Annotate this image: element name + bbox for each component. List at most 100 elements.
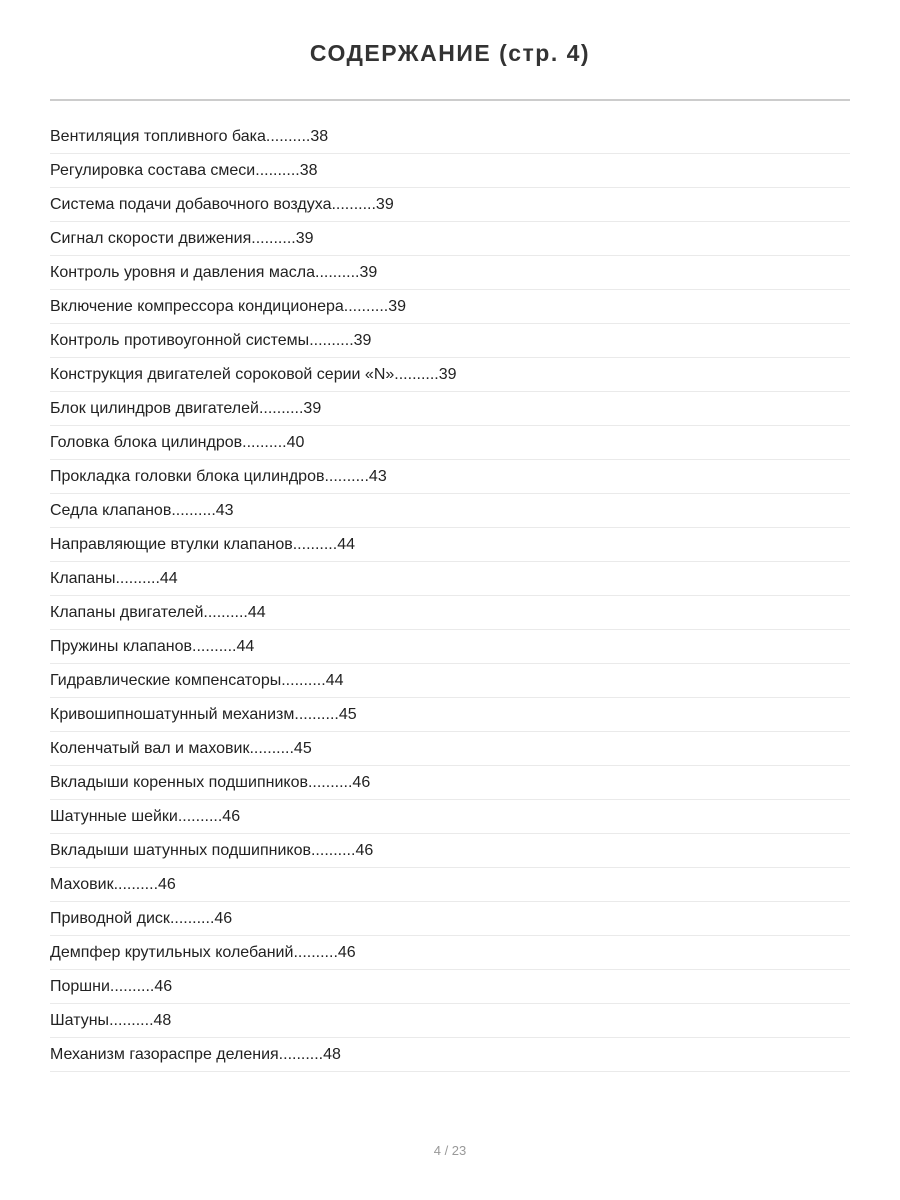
toc-leader: .......... (169, 910, 215, 927)
toc-entry-title: Демпфер крутильных колебаний (50, 944, 294, 961)
toc-entry[interactable]: Демпфер крутильных колебаний..........46 (50, 936, 850, 970)
toc-entry-page: 44 (247, 604, 266, 621)
toc-leader: .......... (324, 468, 369, 485)
toc-leader: .......... (192, 638, 237, 655)
toc-entry-title: Маховик (50, 876, 114, 893)
toc-entry-title: Шатуны (50, 1012, 110, 1029)
toc-leader: .......... (242, 434, 287, 451)
toc-leader: .......... (258, 400, 304, 417)
toc-entry[interactable]: Контроль противоугонной системы.........… (50, 324, 850, 358)
toc-entry-title: Клапаны двигателей (50, 604, 204, 621)
toc-entry[interactable]: Клапаны двигателей..........44 (50, 596, 850, 630)
toc-entry-title: Блок цилиндров двигателей (50, 400, 259, 417)
toc-leader: .......... (115, 570, 160, 587)
toc-entry-page: 38 (299, 162, 318, 179)
toc-entry-title: Контроль противоугонной системы (50, 332, 310, 349)
toc-entry[interactable]: Клапаны..........44 (50, 562, 850, 596)
toc-leader: .......... (251, 230, 296, 247)
toc-entry-title: Приводной диск (50, 910, 170, 927)
toc-entry[interactable]: Шатунные шейки..........46 (50, 800, 850, 834)
toc-entry[interactable]: Включение компрессора кондиционера......… (50, 290, 850, 324)
toc-leader: .......... (113, 876, 159, 893)
toc-entry[interactable]: Головка блока цилиндров..........40 (50, 426, 850, 460)
toc-entry-page: 46 (214, 910, 233, 927)
toc-entry-page: 45 (293, 740, 312, 757)
toc-entry[interactable]: Вкладыши коренных подшипников..........4… (50, 766, 850, 800)
toc-entry-page: 46 (154, 978, 173, 995)
toc-entry-page: 48 (153, 1012, 172, 1029)
toc-entry[interactable]: Коленчатый вал и маховик..........45 (50, 732, 850, 766)
toc-entry-title: Головка блока цилиндров (50, 434, 243, 451)
toc-entry-title: Гидравлические компенсаторы (50, 672, 282, 689)
toc-leader: .......... (177, 808, 223, 825)
toc-entry-title: Прокладка головки блока цилиндров (50, 468, 325, 485)
toc-entry[interactable]: Система подачи добавочного воздуха......… (50, 188, 850, 222)
toc-entry-title: Включение компрессора кондиционера (50, 298, 344, 315)
toc-entry-title: Седла клапанов (50, 502, 172, 519)
toc-entry[interactable]: Гидравлические компенсаторы..........44 (50, 664, 850, 698)
toc-entry[interactable]: Блок цилиндров двигателей..........39 (50, 392, 850, 426)
toc-entry[interactable]: Пружины клапанов..........44 (50, 630, 850, 664)
toc-leader: .......... (292, 536, 338, 553)
toc-entry[interactable]: Поршни..........46 (50, 970, 850, 1004)
toc-entry-page: 39 (353, 332, 372, 349)
toc-leader: .......... (249, 740, 294, 757)
toc-entry-page: 39 (359, 264, 378, 281)
toc-leader: .......... (203, 604, 248, 621)
toc-entry-title: Вкладыши коренных подшипников (50, 774, 308, 791)
toc-entry-page: 45 (338, 706, 357, 723)
table-of-contents: Вентиляция топливного бака..........38 Ре… (50, 120, 850, 1072)
toc-entry[interactable]: Сигнал скорости движения..........39 (50, 222, 850, 256)
toc-entry[interactable]: Шатуны..........48 (50, 1004, 850, 1038)
title-divider (50, 99, 850, 101)
toc-leader: .......... (278, 1046, 324, 1063)
toc-entry[interactable]: Вкладыши шатунных подшипников..........4… (50, 834, 850, 868)
toc-entry-page: 40 (286, 434, 305, 451)
toc-leader: .......... (394, 366, 439, 383)
toc-leader: .......... (293, 944, 338, 961)
toc-entry-title: Поршни (50, 978, 110, 995)
toc-leader: .......... (255, 162, 300, 179)
toc-entry[interactable]: Маховик..........46 (50, 868, 850, 902)
toc-leader: .......... (109, 978, 155, 995)
toc-leader: .......... (315, 264, 360, 281)
toc-entry-page: 46 (158, 876, 176, 893)
toc-entry-title: Вкладыши шатунных подшипников (50, 842, 311, 859)
toc-entry[interactable]: Механизм газораспре деления..........48 (50, 1038, 850, 1072)
toc-entry[interactable]: Конструкция двигателей сороковой серии «… (50, 358, 850, 392)
toc-leader: .......... (171, 502, 216, 519)
toc-leader: .......... (343, 298, 389, 315)
toc-leader: .......... (309, 332, 354, 349)
toc-entry-page: 44 (337, 536, 355, 553)
toc-entry[interactable]: Вентиляция топливного бака..........38 (50, 120, 850, 154)
toc-entry-title: Механизм газораспре деления (50, 1046, 279, 1063)
page-number: 4 / 23 (433, 1143, 467, 1158)
page-title: СОДЕРЖАНИЕ (стр. 4) (309, 40, 591, 66)
toc-entry-page: 39 (303, 400, 322, 417)
toc-entry[interactable]: Прокладка головки блока цилиндров.......… (50, 460, 850, 494)
toc-entry-page: 44 (325, 672, 344, 689)
toc-entry-page: 39 (375, 196, 394, 213)
toc-entry-page: 46 (337, 944, 356, 961)
toc-entry-page: 44 (236, 638, 255, 655)
toc-leader: .......... (294, 706, 339, 723)
toc-entry-title: Контроль уровня и давления масла (50, 264, 316, 281)
toc-entry[interactable]: Приводной диск..........46 (50, 902, 850, 936)
toc-entry-title: Коленчатый вал и маховик (50, 740, 250, 757)
toc-entry[interactable]: Контроль уровня и давления масла........… (50, 256, 850, 290)
toc-entry-title: Сигнал скорости движения (50, 230, 252, 247)
toc-entry[interactable]: Направляющие втулки клапанов..........44 (50, 528, 850, 562)
toc-entry-page: 44 (159, 570, 178, 587)
toc-leader: .......... (281, 672, 326, 689)
toc-entry[interactable]: Кривошипношатунный механизм..........45 (50, 698, 850, 732)
toc-entry[interactable]: Регулировка состава смеси..........38 (50, 154, 850, 188)
toc-entry-page: 43 (215, 502, 234, 519)
toc-entry-page: 39 (438, 366, 457, 383)
toc-entry-title: Направляющие втулки клапанов (50, 536, 293, 553)
toc-leader: .......... (307, 774, 353, 791)
toc-entry-title: Вентиляция топливного бака (50, 128, 266, 145)
toc-entry-title: Пружины клапанов (50, 638, 193, 655)
toc-entry-title: Система подачи добавочного воздуха (50, 196, 332, 213)
toc-entry[interactable]: Седла клапанов..........43 (50, 494, 850, 528)
toc-entry-page: 39 (388, 298, 407, 315)
